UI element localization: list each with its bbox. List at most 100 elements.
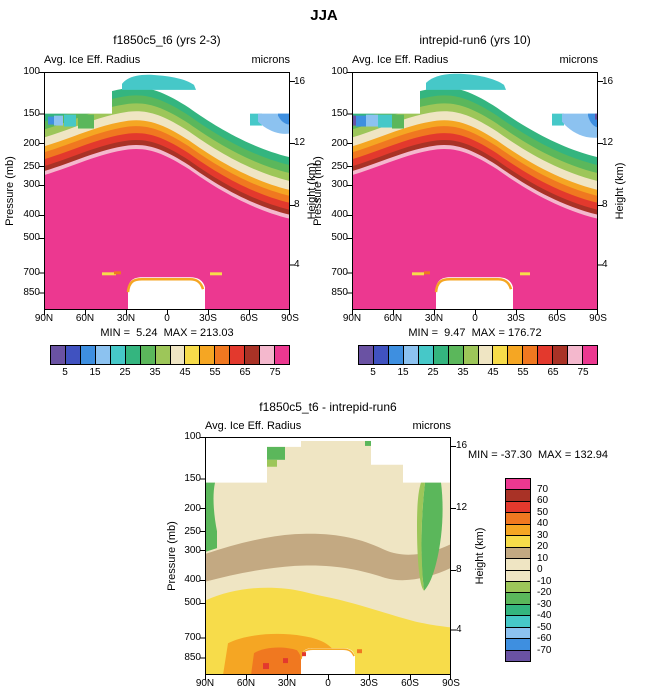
lat-tick: 30N	[277, 678, 297, 689]
min-max-stats-diff: MIN = -37.30 MAX = 132.94	[468, 449, 609, 461]
lat-tick: 30S	[199, 313, 217, 324]
colorbar-cell	[65, 346, 81, 364]
panel-diff-units: microns	[412, 420, 451, 432]
colorbar-label: 0	[537, 564, 543, 575]
height-tick: 16	[456, 440, 468, 451]
panel-left-units: microns	[251, 54, 290, 66]
main-title: JJA	[310, 7, 338, 24]
lat-tick: 60S	[548, 313, 566, 324]
colorbar-cell	[506, 513, 530, 525]
panel-diff-title: f1850c5_t6 - intrepid-run6	[259, 400, 397, 414]
colorbar-label: 45	[179, 367, 191, 378]
pressure-tick: 200	[331, 138, 348, 149]
colorbar-cell	[95, 346, 111, 364]
pressure-tick: 300	[184, 545, 201, 556]
pressure-tick: 250	[23, 161, 40, 172]
colorbar-label: 55	[209, 367, 221, 378]
pressure-tick: 700	[184, 632, 201, 643]
lat-tick: 30N	[424, 313, 444, 324]
panel-right-variable: Avg. Ice Eff. Radius	[352, 54, 449, 66]
colorbar-cell	[583, 346, 597, 364]
colorbar-label: 75	[577, 367, 589, 378]
colorbar-cell	[506, 524, 530, 537]
pressure-tick: 700	[331, 267, 348, 278]
colorbar-cell	[523, 346, 539, 364]
height-tick: 12	[602, 137, 614, 148]
colorbar-cell	[553, 346, 569, 364]
colorbar-cell	[359, 346, 374, 364]
colorbar-label: 65	[547, 367, 559, 378]
colorbar-cell	[403, 346, 419, 364]
pressure-tick: 300	[331, 179, 348, 190]
colorbar-label: 50	[537, 507, 549, 518]
colorbar-cell	[506, 616, 530, 628]
colorbar-cell	[493, 346, 509, 364]
colorbar-label: 35	[149, 367, 161, 378]
pressure-tick: 200	[184, 503, 201, 514]
lat-tick: 0	[164, 313, 170, 324]
pressure-tick: 200	[23, 138, 40, 149]
colorbar-label: 40	[537, 518, 549, 529]
colorbar-cell	[110, 346, 126, 364]
lat-tick: 90N	[195, 678, 215, 689]
plot-axes-left	[39, 72, 295, 315]
colorbar-cell	[260, 346, 276, 364]
colorbar-left	[50, 345, 290, 365]
colorbar-cell	[388, 346, 404, 364]
colorbar-cell	[506, 559, 530, 571]
colorbar-label: -30	[537, 599, 552, 610]
lat-tick: 60N	[383, 313, 403, 324]
contour-field-left	[44, 72, 290, 310]
colorbar-label: 60	[537, 495, 549, 506]
height-tick: 12	[294, 137, 306, 148]
colorbar-label: -40	[537, 610, 552, 621]
height-tick: 12	[456, 502, 468, 513]
colorbar-cell	[506, 570, 530, 582]
height-tick: 16	[602, 76, 614, 87]
colorbar-cell	[373, 346, 389, 364]
colorbar-cell	[478, 346, 494, 364]
lat-tick: 60N	[236, 678, 256, 689]
colorbar-cell	[506, 627, 530, 640]
pressure-tick: 100	[331, 66, 348, 77]
lat-tick: 30N	[116, 313, 136, 324]
colorbar-label: 55	[517, 367, 529, 378]
lat-tick: 90N	[342, 313, 362, 324]
lat-tick: 30S	[507, 313, 525, 324]
colorbar-cell	[275, 346, 289, 364]
colorbar-cell	[463, 346, 479, 364]
contour-field-diff	[205, 437, 451, 675]
colorbar-label: 30	[537, 530, 549, 541]
height-tick: 4	[602, 259, 608, 270]
colorbar-cell	[418, 346, 434, 364]
pressure-tick: 500	[331, 232, 348, 243]
plot-axes-right	[347, 72, 603, 315]
lat-tick: 60N	[75, 313, 95, 324]
colorbar-cell	[155, 346, 171, 364]
contour-field-right	[352, 72, 598, 310]
panel-right-units: microns	[559, 54, 598, 66]
min-max-stats-right: MIN = 9.47 MAX = 176.72	[408, 327, 542, 339]
height-tick: 8	[602, 199, 608, 210]
colorbar-cell	[140, 346, 156, 364]
height-axis-label: Height (km)	[474, 527, 486, 585]
min-max-stats-left: MIN = 5.24 MAX = 213.03	[100, 327, 234, 339]
colorbar-label: 25	[427, 367, 439, 378]
colorbar-cell	[506, 639, 530, 651]
pressure-tick: 300	[23, 179, 40, 190]
pressure-axis-label: Pressure (mb)	[312, 156, 324, 226]
colorbar-cell	[506, 650, 530, 661]
panel-left-variable: Avg. Ice Eff. Radius	[44, 54, 141, 66]
pressure-tick: 250	[184, 526, 201, 537]
plot-axes-diff	[200, 437, 456, 680]
lat-tick: 30S	[360, 678, 378, 689]
colorbar-label: 5	[62, 367, 68, 378]
colorbar-label: 70	[537, 484, 549, 495]
panel-diff-variable: Avg. Ice Eff. Radius	[205, 420, 302, 432]
colorbar-cell	[506, 581, 530, 594]
pressure-tick: 150	[184, 473, 201, 484]
colorbar-cell	[125, 346, 141, 364]
colorbar-cell	[215, 346, 231, 364]
pressure-tick: 850	[23, 287, 40, 298]
